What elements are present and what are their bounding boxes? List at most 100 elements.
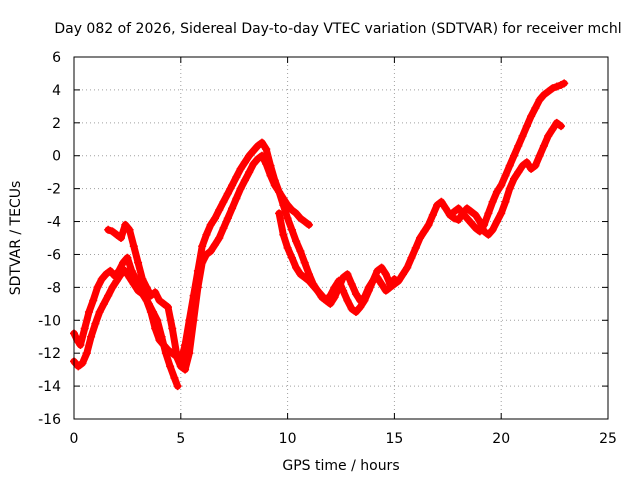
data-point <box>121 220 130 229</box>
data-point <box>223 214 232 223</box>
x-tick-label: 15 <box>385 431 403 447</box>
data-point <box>89 296 98 305</box>
data-point <box>377 263 386 272</box>
data-point <box>215 206 224 215</box>
data-point <box>253 141 262 150</box>
data-point <box>313 286 322 295</box>
data-point <box>173 382 182 391</box>
data-point <box>142 296 151 305</box>
data-point <box>300 273 309 282</box>
data-point <box>172 349 181 358</box>
data-point <box>518 131 527 140</box>
data-point <box>296 270 305 279</box>
data-point <box>104 225 113 234</box>
data-point <box>279 230 288 239</box>
data-point <box>228 204 237 213</box>
data-point <box>535 95 544 104</box>
data-point <box>330 293 339 302</box>
data-point <box>129 280 138 289</box>
data-point <box>159 340 168 349</box>
data-point <box>78 359 87 368</box>
data-point <box>185 316 194 325</box>
data-point <box>560 79 569 88</box>
data-point <box>492 187 501 196</box>
x-tick-label: 10 <box>279 431 297 447</box>
data-point <box>245 168 254 177</box>
data-point <box>279 201 288 210</box>
data-point <box>240 176 249 185</box>
data-point <box>185 349 194 358</box>
data-point <box>163 303 172 312</box>
data-point <box>142 283 151 292</box>
ticks: 0 5 10 15 20 25 -16 -14 -12 -10 -8 -6 -4 -2 0 2 4 6 <box>38 50 617 447</box>
data-point <box>339 273 348 282</box>
data-point <box>522 158 531 167</box>
data-point <box>270 176 279 185</box>
data-point <box>95 308 104 317</box>
data-point <box>129 242 138 251</box>
data-point <box>518 161 527 170</box>
data-point <box>411 243 420 252</box>
data-point <box>369 276 378 285</box>
data-point <box>467 207 476 216</box>
data-point <box>505 184 514 193</box>
x-tick-label: 20 <box>492 431 510 447</box>
data-point <box>471 224 480 233</box>
data-point <box>80 324 89 333</box>
data-point <box>112 276 121 285</box>
data-point <box>112 230 121 239</box>
data-point <box>497 181 506 190</box>
y-tick-label: -2 <box>47 182 61 198</box>
data-point <box>275 187 284 196</box>
x-tick-label: 5 <box>176 431 185 447</box>
data-point <box>210 240 219 249</box>
data-point <box>262 145 271 154</box>
data-band <box>446 79 568 235</box>
data-point <box>93 283 102 292</box>
data-point <box>116 234 125 242</box>
data-point <box>249 146 258 155</box>
data-point <box>394 276 403 285</box>
data-point <box>381 270 390 279</box>
data-point <box>326 299 335 308</box>
y-axis-label: SDTVAR / TECUs <box>8 181 24 296</box>
data-point <box>155 296 164 305</box>
data-point <box>544 87 553 96</box>
data-point <box>151 288 160 297</box>
data-point <box>433 201 442 210</box>
data-point <box>514 168 523 177</box>
data-point <box>317 291 326 300</box>
data-point <box>416 234 425 242</box>
data-point <box>210 214 219 223</box>
data-point <box>168 324 177 333</box>
data-point <box>257 138 266 147</box>
data-point <box>304 276 313 285</box>
data-point <box>76 340 85 349</box>
data-point <box>292 263 301 272</box>
data-point <box>527 112 536 121</box>
data-point <box>102 270 111 279</box>
data-point <box>240 158 249 167</box>
y-tick-label: -4 <box>47 215 61 231</box>
data-point <box>463 204 472 213</box>
data-point <box>510 174 519 183</box>
data-point <box>467 219 476 228</box>
data-point <box>488 197 497 206</box>
data-point <box>463 214 472 223</box>
data-point <box>219 224 228 233</box>
data-point <box>450 207 459 216</box>
data-point <box>471 210 480 219</box>
data-point <box>266 161 275 170</box>
data-point <box>552 82 561 91</box>
data-point <box>236 184 245 193</box>
data-point <box>484 209 493 218</box>
data-point <box>91 319 100 328</box>
data-point <box>343 270 352 279</box>
data-point <box>531 161 540 170</box>
data-point <box>296 247 305 256</box>
data-point <box>134 286 143 295</box>
data-point <box>475 227 484 236</box>
data-point <box>300 217 309 226</box>
